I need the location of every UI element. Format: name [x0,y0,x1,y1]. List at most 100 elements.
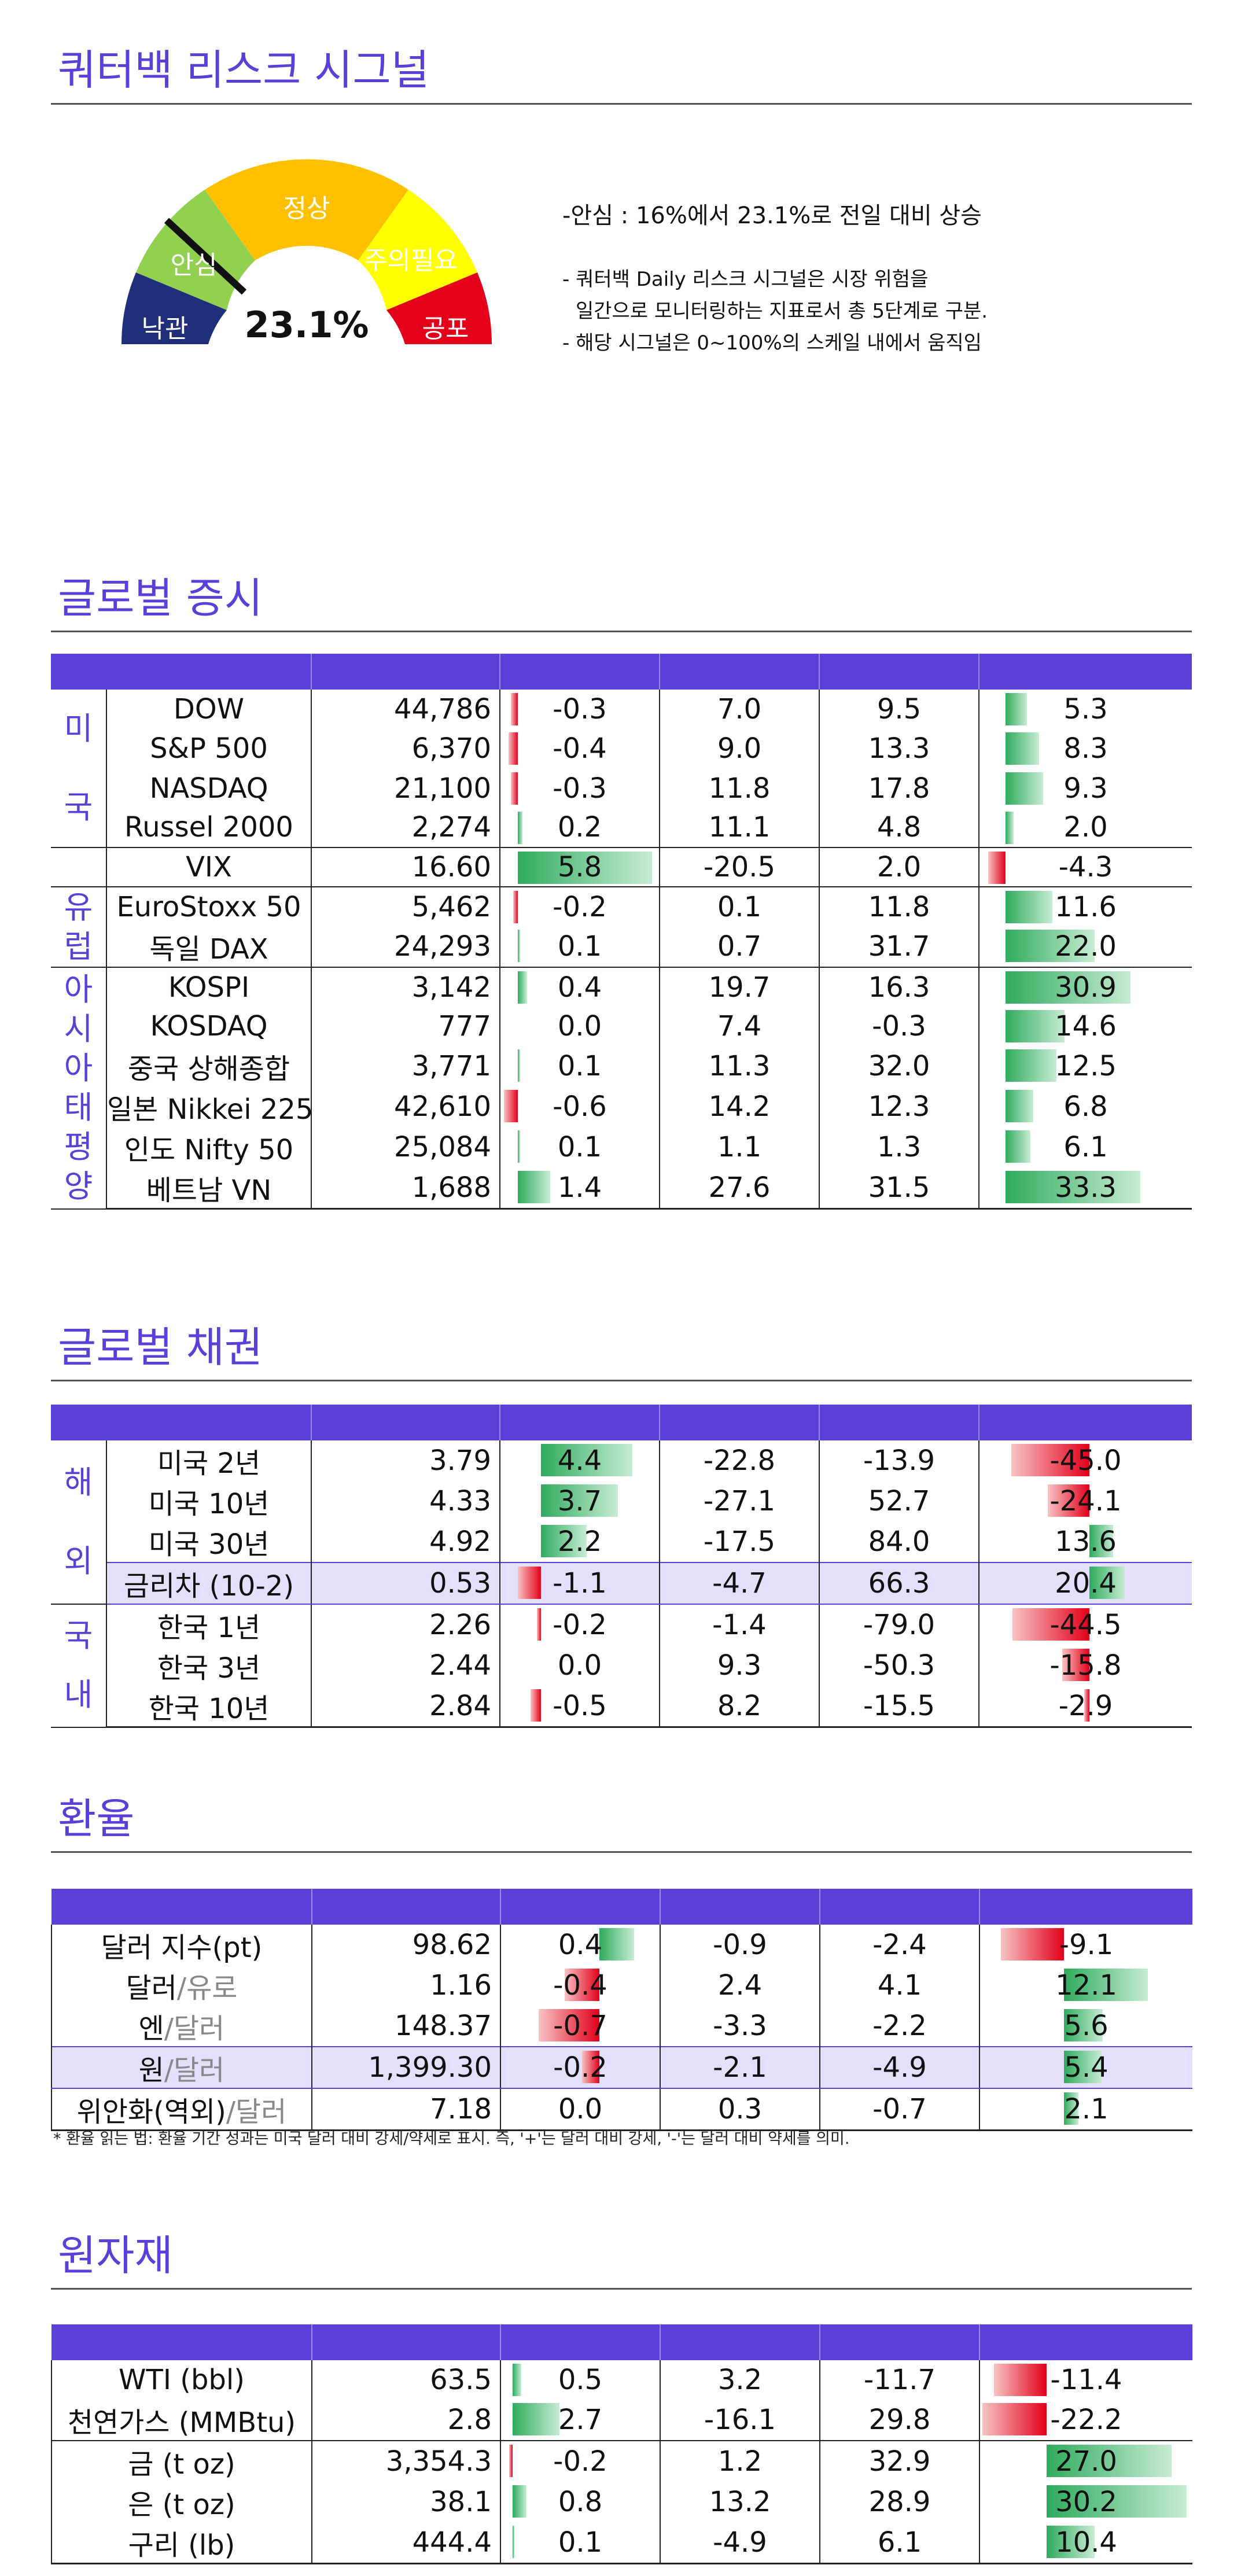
cell-value: 5.3 [1063,693,1108,726]
header-cell [51,2324,312,2360]
header-cell [311,1405,500,1440]
table-row: 유 럽 EuroStoxx 50 5,462 -0.2 0.1 11.8 11.6 [51,886,1192,968]
fx-table: 달러 지수(pt) 98.62 0.4 -0.9 -2.4 -9.1 달러/유로 1.16 -0… [51,1889,1192,2131]
bonds-title: 글로벌 채권 [58,1323,263,1372]
value-cell: 2.0 [819,847,979,887]
cell-value: 0.8 [558,2486,603,2518]
cell-value: 0.2 [557,811,602,844]
row-name-text: WTI (bbl) [119,2364,245,2396]
table-row: 베트남 VN 1,688 1.4 27.6 31.5 33.3 [51,1167,1192,1210]
value-cell: 32.9 [819,2440,979,2482]
data-bar [599,1928,634,1960]
table-row: 미국 10년 4.33 3.7 -27.1 52.7 -24.1 [51,1481,1192,1521]
data-bar [1006,772,1044,805]
value-cell: 3,354.3 [311,2440,500,2482]
bar-cell: 0.8 [500,2482,660,2522]
row-name-text: 한국 1년 [157,1612,261,1644]
row-name-suffix: /유로 [176,1972,238,2004]
row-name-text: 한국 10년 [148,1693,270,1725]
data-bar [1089,1525,1113,1557]
data-bar [1084,1689,1089,1722]
bar-cell: -0.3 [499,690,660,729]
divider [51,1851,1192,1853]
cell-value: 2.0 [1063,811,1108,844]
cell-value: -15.8 [1049,1649,1122,1682]
table-row: KOSDAQ 777 0.0 7.4 -0.3 14.6 [51,1007,1192,1046]
row-name-suffix: /달러 [164,2013,225,2045]
data-bar [513,2485,526,2518]
data-bar [993,2364,1047,2396]
bar-cell: 30.2 [979,2482,1192,2522]
value-cell: -4.9 [660,2522,820,2564]
table-row: 금 (t oz) 3,354.3 -0.2 1.2 32.9 27.0 [51,2440,1192,2482]
bar-cell: 0.5 [500,2360,660,2400]
bar-cell: 0.1 [500,2522,660,2564]
cell-value: -0.3 [553,693,607,726]
cell-value: 0.0 [558,2093,603,2125]
value-cell: -0.9 [660,1925,820,1965]
cell-value: 0.1 [557,1131,602,1163]
value-cell: 11.3 [659,1046,819,1086]
data-bar [536,1608,541,1641]
value-cell: 4.92 [311,1521,500,1562]
row-name: 위안화(역외)/달러 [51,2088,312,2131]
cell-value: -22.2 [1050,2404,1122,2436]
header-cell [311,654,500,690]
value-cell: 5,462 [311,886,500,926]
row-name-text: KOSDAQ [150,1010,268,1042]
row-name-text: 미국 10년 [148,1488,270,1520]
header-cell [660,2324,820,2360]
row-name-text: VIX [186,851,232,883]
bar-cell: 0.2 [499,808,660,847]
data-bar [1006,811,1014,844]
value-cell: 12.3 [819,1086,979,1127]
data-bar [541,1484,618,1517]
row-name-text: 중국 상해종합 [127,1053,290,1085]
value-cell: 25,084 [311,1127,500,1167]
group-label: 해 외 [51,1440,107,1605]
bar-cell: 14.6 [978,1007,1192,1046]
value-cell: 52.7 [819,1481,979,1521]
value-cell: 7.4 [659,1007,819,1046]
bar-cell: -45.0 [978,1440,1192,1481]
data-bar [513,2364,521,2396]
value-cell: 7.0 [659,690,819,729]
cell-value: 0.4 [558,1929,603,1961]
bar-cell: -0.4 [500,1965,660,2006]
row-name: 한국 3년 [106,1645,311,1686]
value-cell: 44,786 [311,690,500,729]
row-name: 베트남 VN [106,1167,311,1210]
cell-value: -1.1 [553,1567,607,1600]
value-cell: -11.7 [819,2360,979,2400]
value-cell: 2.4 [660,1965,820,2006]
cell-value: 9.3 [1063,772,1108,805]
cell-value: 0.1 [558,2526,603,2559]
row-name-text: 엔 [138,2013,164,2045]
table-row: 인도 Nifty 50 25,084 0.1 1.1 1.3 6.1 [51,1127,1192,1167]
data-bar [511,693,518,725]
value-cell: 16.3 [819,967,979,1007]
data-bar [982,2403,1047,2435]
row-name: KOSPI [106,967,311,1007]
cell-value: 0.1 [557,930,602,963]
value-cell: 3,142 [311,967,500,1007]
row-name: DOW [106,690,311,729]
cell-value: 6.1 [1063,1131,1108,1163]
cell-value: 20.4 [1055,1567,1117,1600]
data-bar [518,852,652,884]
data-bar [518,1130,520,1163]
table-row: NASDAQ 21,100 -0.3 11.8 17.8 9.3 [51,768,1192,808]
value-cell: 11.8 [819,886,979,926]
gauge-sector-caution [358,190,477,310]
data-bar [1064,2009,1103,2041]
header-cell [660,1889,820,1925]
value-cell: 2.44 [311,1645,500,1686]
bar-cell: -9.1 [979,1925,1192,1965]
data-bar [513,891,518,923]
row-name: 중국 상해종합 [106,1046,311,1086]
bar-cell: -15.8 [978,1645,1192,1686]
table-row: 한국 3년 2.44 0.0 9.3 -50.3 -15.8 [51,1645,1192,1686]
cell-value: -0.2 [553,1609,607,1641]
row-name-text: 독일 DAX [149,933,268,965]
equity-title: 글로벌 증시 [58,574,263,622]
